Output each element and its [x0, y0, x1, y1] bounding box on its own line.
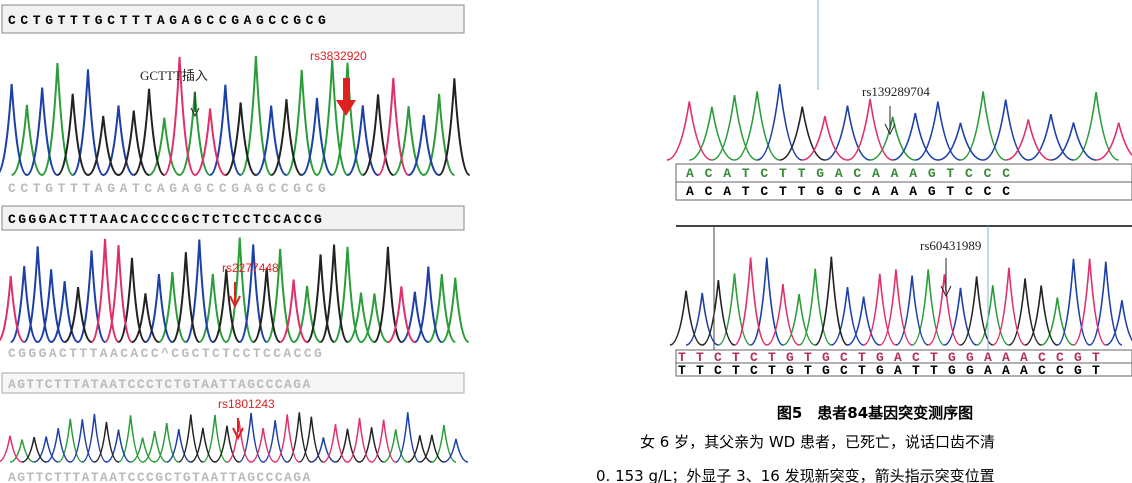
trace [780, 107, 825, 160]
page: CCTGTTTGCTTTAGAGCCGAGCCGCG CCTGTTTAGATCA… [0, 0, 1132, 483]
sequence: A C A T C T T G A C A A A G T C C C [686, 166, 1012, 181]
annotation: rs139289704 [862, 84, 930, 99]
trace [34, 412, 468, 462]
sequence: CGGGACTTTAACACC^CGCTCTCCTCCACCG [8, 346, 324, 361]
figure: CCTGTTTGCTTTAGAGCCGAGCCGCG CCTGTTTAGATCA… [0, 0, 1132, 483]
sequence: CGGGACTTTAACACCCCGCTCTCCTCCACCG [8, 212, 324, 227]
annotation: rs1801243 [218, 397, 275, 411]
body-text: 女 6 岁，其父亲为 WD 患者，已死亡，说话口齿不清 [640, 433, 995, 451]
sequence: AGTTCTTTATAATCCCTCTGTAATTAGCCCAGA [8, 377, 312, 392]
annotation: rs60431989 [920, 238, 981, 253]
annotation: rs3832920 [310, 49, 367, 63]
sequence: CCTGTTTAGATCAGAGCCGAGCCGCG [8, 181, 330, 196]
annotation: GCTTT插入 [140, 68, 208, 83]
arrow [336, 78, 356, 116]
trace [11, 240, 442, 342]
traces [0, 56, 1132, 462]
body-text: 0. 153 g/L；外显子 3、16 发现新突变，箭头指示突变位置 [596, 467, 995, 483]
annotation: rs2277448 [222, 261, 279, 275]
trace [686, 258, 1132, 345]
sequence: T T C T C T G T G C T G A T T G G A A A … [678, 363, 1101, 378]
figure-caption: 图5 患者84基因突变测序图 [777, 404, 973, 422]
sequence: AGTTCTTTATAATCCCGCTGTAATTAGCCCAGA [8, 470, 312, 483]
sequence: CCTGTTTGCTTTAGAGCCGAGCCGCG [8, 13, 330, 28]
sequence: A C A T C T T G G C A A A G T C C C [686, 184, 1012, 199]
